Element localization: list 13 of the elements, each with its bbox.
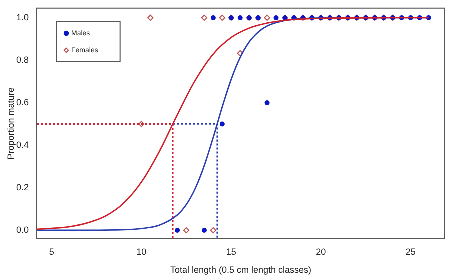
x-tick-label: 10 <box>136 246 147 257</box>
x-tick-label: 25 <box>406 246 416 257</box>
y-tick-label: 0.6 <box>16 97 29 108</box>
x-axis-title: Total length (0.5 cm length classes) <box>170 265 312 276</box>
y-tick-label: 0.8 <box>16 54 29 65</box>
y-tick-label: 0.0 <box>16 224 29 235</box>
x-tick-label: 5 <box>49 246 54 257</box>
y-tick-label: 0.2 <box>16 182 29 192</box>
x-tick-label: 20 <box>316 246 326 257</box>
x-tick-label: 15 <box>226 246 236 257</box>
y-tick-label: 1.0 <box>16 12 29 22</box>
y-tick-label: 0.4 <box>16 140 29 150</box>
y-axis-title: Proportion mature <box>6 88 16 160</box>
